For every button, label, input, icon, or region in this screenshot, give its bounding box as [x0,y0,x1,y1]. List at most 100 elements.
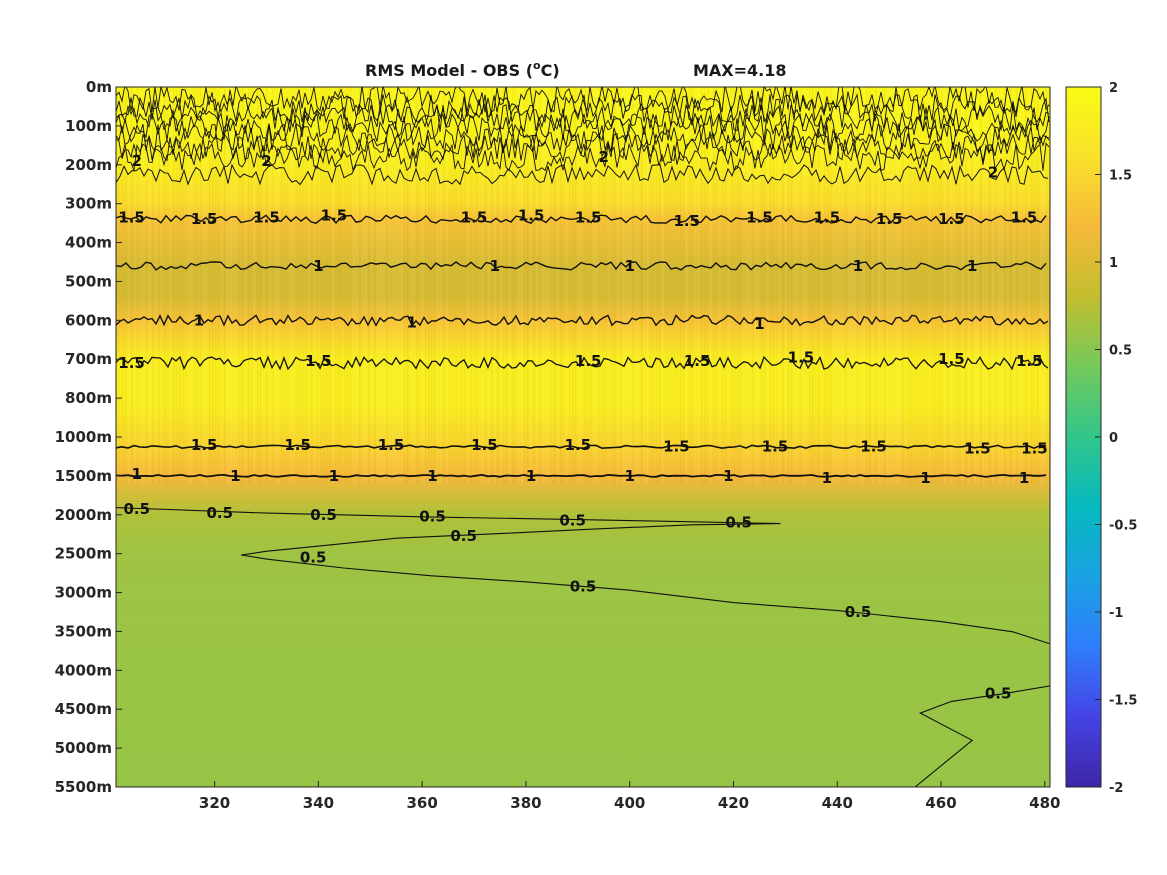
contour-label: 2 [599,148,609,166]
y-tick-label: 2000m [55,506,112,524]
y-tick-label: 100m [65,117,112,135]
y-tick-label: 700m [65,350,112,368]
y-tick-label: 5500m [55,778,112,796]
contour-label: 1.5 [575,352,602,370]
contour-label: 1 [920,469,930,487]
y-tick-label: 5000m [55,739,112,757]
y-tick-label: 600m [65,311,112,329]
contour-label: 1 [853,257,863,275]
contour-label: 2 [988,164,998,182]
x-axis: 320 340 360 380 400 420 440 460 480 [199,781,1060,812]
contour-label: 1 [490,257,500,275]
contour-label: 1.5 [518,206,545,224]
contour-label: 1.5 [684,352,711,370]
contour-label: 1.5 [1021,440,1048,458]
x-tick-label: 380 [510,794,541,812]
chart-title: RMS Model - OBS (oC) MAX=4.18 [365,59,787,80]
contour-label: 1 [329,467,339,485]
y-tick-label: 1000m [55,428,112,446]
contour-label: 1.5 [938,210,965,228]
x-tick-label: 460 [925,794,956,812]
y-tick-label: 2500m [55,545,112,563]
contour-labels: 2 2 2 2 1.5 1.5 1.5 1.5 1.5 1.5 1.5 1.5 1.5 1.5 1.5 1.5… [118,148,1047,703]
contour-label: 1.5 [575,208,602,226]
contour-label: 1 [132,465,142,483]
contour-label: 0.5 [450,527,477,545]
contour-label: 1.5 [471,436,498,454]
contour-label: 1.5 [305,352,332,370]
contour-label: 0.5 [725,514,752,532]
contour-label: 1.5 [565,436,592,454]
contour-label: 1 [967,257,977,275]
contour-label: 1.5 [191,210,218,228]
contour-lines [116,87,1050,787]
x-tick-label: 400 [614,794,645,812]
y-tick-label: 4500m [55,700,112,718]
contour-label: 0.5 [310,506,337,524]
heatmap-field [116,87,1050,787]
contour-label: 1 [822,469,832,487]
x-tick-label: 480 [1029,794,1060,812]
contour-label: 0.5 [123,500,150,518]
contour-label: 1 [1019,469,1029,487]
colorbar-tick-label: 0.5 [1109,344,1132,359]
colorbar-tick-label: -0.5 [1109,519,1137,534]
y-tick-label: 800m [65,389,112,407]
colorbar-gradient [1065,86,1102,788]
contour-label: 1.5 [663,438,690,456]
contour-label: 1.5 [284,436,311,454]
contour-label: 2 [132,152,142,170]
contour-label: 1.5 [814,208,841,226]
colorbar-tick-label: -1.5 [1109,694,1137,709]
y-tick-label: 300m [65,195,112,213]
contour-label: 1.5 [788,348,815,366]
plot-area: 2 2 2 2 1.5 1.5 1.5 1.5 1.5 1.5 1.5 1.5 1.5 1.5 1.5 1.5… [115,86,1051,788]
colorbar-tick-label: 1 [1109,256,1118,271]
x-tick-label: 360 [406,794,437,812]
contour-label: 0.5 [559,512,586,530]
y-tick-label: 0m [86,78,112,96]
contour-label: 1 [427,467,437,485]
contour-label: 0.5 [206,504,233,522]
y-tick-label: 3000m [55,584,112,602]
contour-label: 0.5 [300,549,327,567]
contour-label: 1.5 [1011,208,1038,226]
max-label: MAX=4.18 [693,61,787,80]
contour-label: 1.5 [673,212,700,230]
y-axis: 0m 100m 200m 300m 400m 500m 600m 700m 800m 1000m 1… [55,78,122,796]
contour-label: 1 [723,467,733,485]
colorbar-tick-label: -1 [1109,606,1123,621]
contour-label: 0.5 [845,603,872,621]
contour-label: 1.5 [191,436,218,454]
colorbar-tick-label: 0 [1109,431,1118,446]
chart-title-text: RMS Model - OBS (oC) [365,59,560,80]
contour-label: 1.5 [964,440,991,458]
y-tick-label: 500m [65,272,112,290]
y-tick-label: 200m [65,156,112,174]
contour-label: 2 [261,152,271,170]
x-tick-label: 440 [822,794,853,812]
y-tick-label: 3500m [55,622,112,640]
contour-label: 1 [624,257,634,275]
contour-label: 1 [526,467,536,485]
contour-label: 1.5 [876,210,903,228]
colorbar-ticks: 2 1.5 1 0.5 0 -0.5 -1 -1.5 -2 [1095,81,1137,796]
colorbar-tick-label: -2 [1109,781,1123,796]
contour-label: 1 [754,315,764,333]
contour-label: 1 [624,467,634,485]
contour-label: 1.5 [762,438,789,456]
heatmap-texture [116,87,1050,484]
x-tick-label: 320 [199,794,230,812]
contour-label: 1.5 [860,438,887,456]
contour-label: 0.5 [570,578,597,596]
contour-label: 1.5 [461,208,488,226]
contour-label: 1.5 [746,208,773,226]
contour-label: 1 [407,313,417,331]
contour-label: 0.5 [419,508,446,526]
colorbar: 2 1.5 1 0.5 0 -0.5 -1 -1.5 -2 [1065,81,1137,796]
x-tick-label: 340 [303,794,334,812]
contour-label: 1 [194,311,204,329]
contour-label: 1 [313,257,323,275]
colorbar-tick-label: 1.5 [1109,169,1132,184]
